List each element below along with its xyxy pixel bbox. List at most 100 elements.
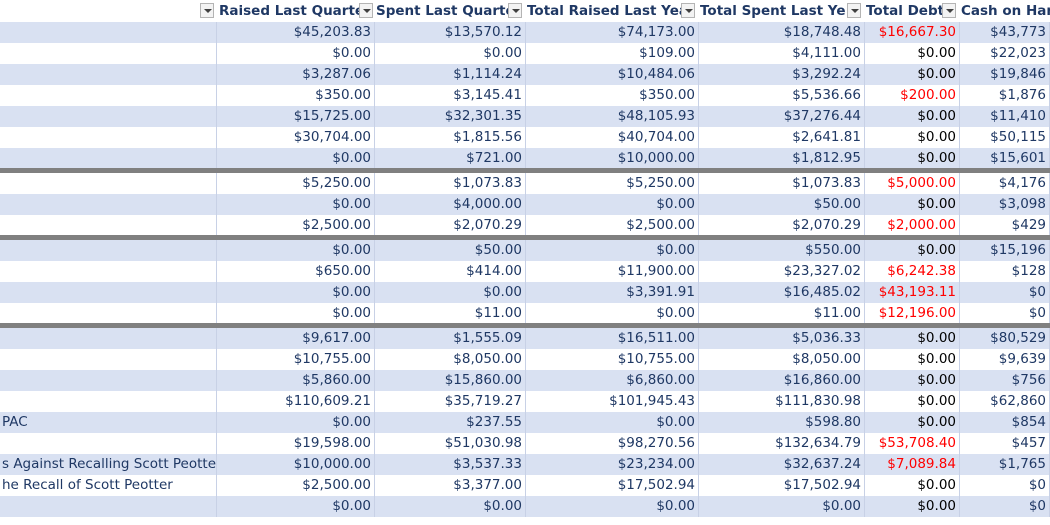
table-row[interactable]: $9,617.00 $1,555.09 $16,511.00 $5,036.33 $0.… [0,328,1050,349]
committee-name-cell[interactable] [0,173,217,194]
spent-last-quarter-cell[interactable]: $414.00 [375,261,526,282]
raised-last-quarter-cell[interactable]: $0.00 [217,303,375,324]
spent-last-quarter-cell[interactable]: $1,073.83 [375,173,526,194]
cash-on-hand-cell[interactable]: $1,765 [960,454,1050,475]
table-row[interactable]: $15,725.00 $32,301.35 $48,105.93 $37,276.44… [0,106,1050,127]
raised-last-quarter-cell[interactable]: $19,598.00 [217,433,375,454]
raised-last-quarter-cell[interactable]: $2,500.00 [217,475,375,496]
spent-last-quarter-cell[interactable]: $51,030.98 [375,433,526,454]
total-debt-cell[interactable]: $0.00 [865,240,960,261]
table-row[interactable]: $45,203.83 $13,570.12 $74,173.00 $18,748.48… [0,22,1050,43]
total-debt-cell[interactable]: $0.00 [865,148,960,169]
filter-dropdown-button-total-spent-last-year[interactable] [847,3,861,18]
cash-on-hand-cell[interactable]: $62,860 [960,391,1050,412]
table-row[interactable]: he Recall of Scott Peotter $2,500.00 $3,37… [0,475,1050,496]
table-row[interactable]: $0.00 $0.00 $0.00 $0.00 $0.00 $0 [0,496,1050,517]
total-spent-last-year-cell[interactable]: $5,536.66 [699,85,865,106]
total-spent-last-year-cell[interactable]: $598.80 [699,412,865,433]
total-debt-cell[interactable]: $7,089.84 [865,454,960,475]
raised-last-quarter-cell[interactable]: $45,203.83 [217,22,375,43]
total-raised-last-year-cell[interactable]: $6,860.00 [526,370,699,391]
spent-last-quarter-cell[interactable]: $237.55 [375,412,526,433]
total-raised-last-year-cell[interactable]: $0.00 [526,194,699,215]
total-debt-cell[interactable]: $0.00 [865,475,960,496]
total-spent-last-year-cell[interactable]: $0.00 [699,496,865,517]
total-debt-cell[interactable]: $0.00 [865,412,960,433]
total-raised-last-year-cell[interactable]: $48,105.93 [526,106,699,127]
committee-name-cell[interactable] [0,85,217,106]
total-debt-cell[interactable]: $6,242.38 [865,261,960,282]
total-raised-last-year-cell[interactable]: $23,234.00 [526,454,699,475]
total-spent-last-year-cell[interactable]: $16,860.00 [699,370,865,391]
cash-on-hand-cell[interactable]: $1,876 [960,85,1050,106]
total-raised-last-year-cell[interactable]: $3,391.91 [526,282,699,303]
spent-last-quarter-cell[interactable]: $3,145.41 [375,85,526,106]
table-row[interactable]: $30,704.00 $1,815.56 $40,704.00 $2,641.81 $0… [0,127,1050,148]
raised-last-quarter-cell[interactable]: $10,755.00 [217,349,375,370]
committee-name-cell[interactable] [0,328,217,349]
table-row[interactable]: $0.00 $721.00 $10,000.00 $1,812.95 $0.00 $15,… [0,148,1050,169]
raised-last-quarter-cell[interactable]: $0.00 [217,148,375,169]
table-row[interactable]: PAC $0.00 $237.55 $0.00 $598.80 $0.00 $854 [0,412,1050,433]
total-debt-cell[interactable]: $5,000.00 [865,173,960,194]
total-raised-last-year-cell[interactable]: $17,502.94 [526,475,699,496]
total-spent-last-year-cell[interactable]: $3,292.24 [699,64,865,85]
spent-last-quarter-cell[interactable]: $1,555.09 [375,328,526,349]
total-raised-last-year-cell[interactable]: $10,755.00 [526,349,699,370]
total-debt-cell[interactable]: $0.00 [865,370,960,391]
spent-last-quarter-cell[interactable]: $3,537.33 [375,454,526,475]
total-raised-last-year-cell[interactable]: $10,484.06 [526,64,699,85]
filter-dropdown-button-raised-last-quarter[interactable] [359,3,373,18]
raised-last-quarter-cell[interactable]: $3,287.06 [217,64,375,85]
raised-last-quarter-cell[interactable]: $0.00 [217,282,375,303]
total-raised-last-year-cell[interactable]: $98,270.56 [526,433,699,454]
total-raised-last-year-cell[interactable]: $40,704.00 [526,127,699,148]
total-raised-last-year-cell[interactable]: $109.00 [526,43,699,64]
total-spent-last-year-cell[interactable]: $16,485.02 [699,282,865,303]
cash-on-hand-cell[interactable]: $756 [960,370,1050,391]
table-row[interactable]: $5,860.00 $15,860.00 $6,860.00 $16,860.00 $0… [0,370,1050,391]
cash-on-hand-cell[interactable]: $457 [960,433,1050,454]
filter-dropdown-button-total-raised-last-year[interactable] [681,3,695,18]
total-raised-last-year-cell[interactable]: $5,250.00 [526,173,699,194]
total-raised-last-year-cell[interactable]: $2,500.00 [526,215,699,236]
cash-on-hand-cell[interactable]: $0 [960,475,1050,496]
table-row[interactable]: $19,598.00 $51,030.98 $98,270.56 $132,634.7… [0,433,1050,454]
total-debt-cell[interactable]: $0.00 [865,391,960,412]
spent-last-quarter-cell[interactable]: $4,000.00 [375,194,526,215]
total-spent-last-year-cell[interactable]: $32,637.24 [699,454,865,475]
total-spent-last-year-cell[interactable]: $4,111.00 [699,43,865,64]
committee-name-cell[interactable] [0,240,217,261]
committee-name-cell[interactable] [0,282,217,303]
committee-name-cell[interactable] [0,43,217,64]
cash-on-hand-cell[interactable]: $43,773 [960,22,1050,43]
total-debt-cell[interactable]: $53,708.40 [865,433,960,454]
total-debt-cell[interactable]: $16,667.30 [865,22,960,43]
total-spent-last-year-cell[interactable]: $11.00 [699,303,865,324]
spent-last-quarter-cell[interactable]: $8,050.00 [375,349,526,370]
total-raised-last-year-cell[interactable]: $74,173.00 [526,22,699,43]
total-raised-last-year-cell[interactable]: $101,945.43 [526,391,699,412]
raised-last-quarter-cell[interactable]: $5,860.00 [217,370,375,391]
committee-name-cell[interactable] [0,106,217,127]
total-debt-cell[interactable]: $0.00 [865,64,960,85]
total-debt-cell[interactable]: $0.00 [865,194,960,215]
cash-on-hand-cell[interactable]: $22,023 [960,43,1050,64]
committee-name-cell[interactable]: he Recall of Scott Peotter [0,475,217,496]
total-debt-cell[interactable]: $0.00 [865,43,960,64]
table-row[interactable]: s Against Recalling Scott Peotter $10,000… [0,454,1050,475]
raised-last-quarter-cell[interactable]: $9,617.00 [217,328,375,349]
cash-on-hand-cell[interactable]: $128 [960,261,1050,282]
raised-last-quarter-cell[interactable]: $0.00 [217,194,375,215]
total-spent-last-year-cell[interactable]: $50.00 [699,194,865,215]
committee-name-cell[interactable] [0,496,217,517]
committee-name-cell[interactable] [0,215,217,236]
spent-last-quarter-cell[interactable]: $13,570.12 [375,22,526,43]
total-raised-last-year-cell[interactable]: $350.00 [526,85,699,106]
total-raised-last-year-cell[interactable]: $0.00 [526,412,699,433]
cash-on-hand-cell[interactable]: $11,410 [960,106,1050,127]
total-spent-last-year-cell[interactable]: $550.00 [699,240,865,261]
total-raised-last-year-cell[interactable]: $11,900.00 [526,261,699,282]
raised-last-quarter-cell[interactable]: $10,000.00 [217,454,375,475]
cash-on-hand-cell[interactable]: $854 [960,412,1050,433]
